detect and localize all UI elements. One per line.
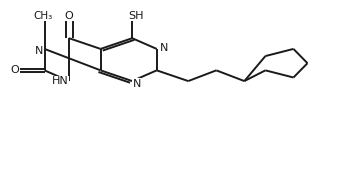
Text: SH: SH [128,11,143,21]
Text: N: N [35,46,43,56]
Text: CH₃: CH₃ [33,11,52,21]
Text: N: N [160,43,169,53]
Text: O: O [10,65,19,75]
Text: N: N [133,79,141,89]
Text: O: O [65,11,74,21]
Text: HN: HN [52,76,69,86]
